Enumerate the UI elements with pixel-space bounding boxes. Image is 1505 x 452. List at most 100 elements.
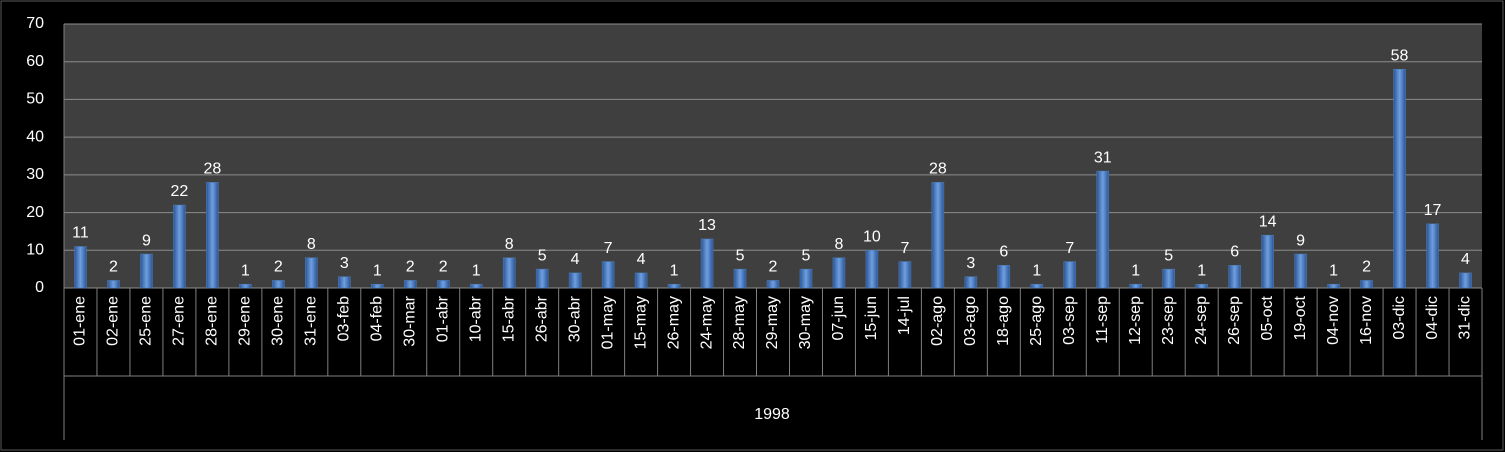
- data-label: 9: [142, 232, 151, 249]
- y-tick-label: 60: [26, 53, 44, 70]
- data-label: 7: [1065, 240, 1074, 257]
- bar: [469, 283, 483, 289]
- bar: [1030, 283, 1044, 289]
- bar: [964, 276, 978, 289]
- data-label: 1: [241, 262, 250, 279]
- bar: [1096, 170, 1110, 289]
- data-label: 7: [604, 240, 613, 257]
- data-label: 4: [637, 251, 646, 268]
- data-label: 10: [863, 229, 881, 246]
- x-tick-label: 30-mar: [401, 295, 418, 346]
- bar: [931, 182, 945, 289]
- bar: [733, 268, 747, 289]
- x-tick-label: 15-may: [632, 296, 649, 349]
- x-tick-label: 03-feb: [336, 296, 353, 341]
- x-tick-label: 28-may: [731, 296, 748, 349]
- bar: [799, 268, 813, 289]
- data-label: 1: [1197, 262, 1206, 279]
- bar: [107, 280, 120, 289]
- bar: [832, 257, 846, 289]
- data-label: 58: [1391, 47, 1409, 64]
- x-tick-label: 14-jul: [896, 296, 913, 335]
- x-tick-label: 04-dic: [1424, 296, 1441, 340]
- bar: [1261, 234, 1274, 289]
- data-label: 6: [999, 244, 1008, 261]
- data-label: 1: [1032, 262, 1041, 279]
- x-tick-label: 04-feb: [368, 296, 385, 341]
- y-tick-label: 50: [26, 91, 44, 108]
- x-tick-label: 26-sep: [1226, 296, 1243, 345]
- x-tick-label: 26-abr: [533, 295, 550, 342]
- bar: [700, 238, 714, 289]
- data-label: 6: [1230, 244, 1239, 261]
- x-tick-label: 10-abr: [467, 295, 484, 342]
- bar: [1063, 261, 1077, 289]
- bar: [1294, 253, 1307, 289]
- x-tick-label: 29-ene: [237, 296, 254, 346]
- bar: [601, 261, 615, 289]
- y-tick-label: 0: [35, 279, 44, 296]
- data-label: 1: [472, 262, 481, 279]
- data-label: 17: [1424, 202, 1442, 219]
- x-tick-label: 15-abr: [500, 295, 517, 342]
- x-tick-label: 24-may: [698, 296, 715, 349]
- data-label: 8: [505, 236, 514, 253]
- group-label: 1998: [754, 406, 790, 423]
- x-tick-label: 29-may: [764, 296, 781, 349]
- data-label: 22: [171, 183, 189, 200]
- bar: [766, 280, 780, 289]
- data-label: 9: [1296, 232, 1305, 249]
- bar: [1360, 280, 1373, 289]
- data-label: 3: [340, 255, 349, 272]
- data-label: 8: [835, 236, 844, 253]
- bar: [997, 265, 1011, 289]
- x-tick-label: 19-oct: [1292, 295, 1309, 340]
- bar: [272, 280, 285, 289]
- data-label: 2: [769, 259, 778, 276]
- bar: [173, 204, 186, 289]
- data-label: 2: [109, 259, 118, 276]
- x-tick-label: 30-abr: [566, 295, 583, 342]
- data-label: 4: [1461, 251, 1470, 268]
- y-tick-label: 40: [26, 128, 44, 145]
- data-label: 5: [802, 247, 811, 264]
- x-tick-label: 01-ene: [72, 296, 89, 346]
- bar: [634, 272, 648, 289]
- x-tick-label: 24-sep: [1193, 296, 1210, 345]
- data-label: 5: [736, 247, 745, 264]
- plot-area: [64, 24, 1482, 288]
- x-tick-label: 16-nov: [1358, 296, 1375, 345]
- x-tick-label: 01-abr: [434, 295, 451, 342]
- data-label: 2: [406, 259, 415, 276]
- x-tick-label: 03-dic: [1391, 296, 1408, 340]
- x-tick-label: 03-sep: [1061, 296, 1078, 345]
- x-tick-label: 30-ene: [270, 296, 287, 346]
- data-label: 2: [1362, 259, 1371, 276]
- x-tick-label: 28-ene: [204, 296, 221, 346]
- bar: [568, 272, 582, 289]
- x-tick-label: 31-ene: [303, 296, 320, 346]
- bar: [305, 257, 318, 289]
- x-tick-label: 23-sep: [1160, 296, 1177, 345]
- data-label: 1: [1131, 262, 1140, 279]
- data-label: 8: [307, 236, 316, 253]
- x-tick-label: 11-sep: [1094, 296, 1111, 344]
- bar: [1162, 268, 1175, 289]
- x-tick-label: 03-ago: [962, 296, 979, 346]
- y-tick-label: 10: [26, 242, 44, 259]
- bar: [239, 283, 252, 289]
- bar: [404, 280, 417, 289]
- x-tick-label: 18-ago: [995, 296, 1012, 346]
- data-label: 28: [929, 161, 947, 178]
- data-label: 14: [1259, 213, 1277, 230]
- data-label: 4: [571, 251, 580, 268]
- bar: [1426, 223, 1439, 289]
- x-tick-label: 25-ene: [138, 296, 155, 346]
- x-tick-label: 02-ago: [929, 296, 946, 346]
- x-tick-label: 31-dic: [1457, 296, 1474, 340]
- y-tick-label: 70: [26, 15, 44, 32]
- data-label: 2: [439, 259, 448, 276]
- bar: [898, 261, 912, 289]
- bar: [1327, 283, 1340, 289]
